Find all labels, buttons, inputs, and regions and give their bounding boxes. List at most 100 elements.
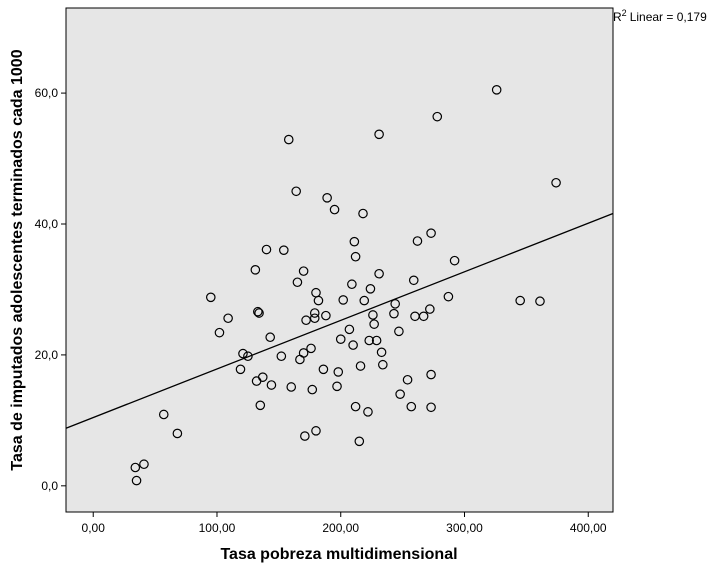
data-point [365, 283, 376, 294]
data-point [418, 311, 429, 322]
data-point [426, 228, 436, 238]
data-point [394, 326, 404, 337]
data-point [283, 134, 294, 145]
data-point [300, 431, 310, 441]
data-point [390, 299, 400, 309]
data-point [205, 292, 216, 303]
data-point [535, 296, 545, 307]
data-point [321, 310, 331, 321]
data-point [363, 407, 373, 417]
data-point [350, 251, 361, 262]
data-point [158, 409, 169, 420]
data-point [332, 381, 342, 392]
data-point [515, 295, 525, 306]
y-tick-label: 0,0 [41, 479, 58, 493]
data-point [406, 401, 417, 412]
data-point [425, 304, 435, 314]
data-point [265, 332, 275, 343]
y-axis-title: Tasa de imputados adolescentes terminado… [9, 49, 26, 470]
x-tick-label: 200,00 [322, 521, 359, 535]
data-point [255, 400, 266, 411]
data-point [291, 186, 301, 197]
fit-line [65, 212, 614, 429]
data-point [402, 374, 413, 385]
data-point [443, 291, 454, 302]
data-point [322, 193, 332, 203]
data-point [298, 348, 309, 358]
data-point [172, 428, 183, 439]
data-point [276, 351, 287, 362]
data-point [309, 308, 320, 318]
data-point [329, 204, 340, 215]
data-point [389, 308, 399, 319]
data-point [313, 295, 324, 306]
data-point [139, 459, 149, 470]
data-point [250, 265, 261, 275]
r2-label: R2 Linear = 0,179 [613, 8, 707, 24]
data-point [306, 343, 316, 354]
data-point [318, 364, 329, 375]
x-tick-label: 300,00 [446, 521, 483, 535]
data-point [235, 364, 246, 375]
data-point [286, 382, 297, 392]
data-point [309, 313, 320, 324]
data-point [432, 111, 443, 122]
data-point [243, 351, 253, 362]
data-point [449, 255, 460, 266]
data-point [130, 462, 141, 473]
data-point [335, 334, 346, 344]
data-point [371, 335, 382, 346]
data-point [358, 208, 368, 219]
data-point [257, 372, 268, 382]
x-tick-label: 0,00 [82, 521, 106, 535]
data-point [261, 244, 272, 255]
y-tick-label: 60,0 [35, 86, 59, 100]
data-point [292, 277, 303, 288]
data-point [350, 401, 361, 412]
data-point [374, 129, 384, 140]
data-point [254, 308, 264, 318]
data-point [344, 324, 355, 335]
data-point [426, 369, 436, 380]
data-point [369, 319, 379, 329]
data-point [368, 310, 378, 320]
plot-area [65, 7, 614, 513]
data-point [491, 85, 502, 95]
x-tick-label: 100,00 [199, 521, 236, 535]
data-point [364, 335, 375, 346]
data-point [238, 348, 248, 359]
x-axis-title: Tasa pobreza multidimensional [220, 546, 457, 563]
data-point [376, 347, 387, 358]
data-point [298, 266, 309, 276]
data-point [253, 306, 263, 317]
y-tick-label: 20,0 [35, 348, 59, 362]
data-point [347, 279, 357, 290]
data-point [354, 436, 365, 447]
x-tick-label: 400,00 [570, 521, 607, 535]
y-axis: 0,0 20,0 40,0 60,0 [35, 86, 66, 493]
data-point [412, 236, 423, 246]
data-point [131, 475, 142, 486]
data-point [374, 268, 384, 279]
data-point [426, 402, 436, 413]
data-point [378, 359, 388, 370]
data-point [307, 384, 318, 395]
data-point [355, 361, 366, 371]
data-point [349, 236, 360, 247]
data-point [395, 389, 405, 399]
data-point [338, 295, 349, 305]
y-tick-label: 40,0 [35, 217, 59, 231]
data-point [214, 327, 225, 338]
data-point [301, 315, 311, 326]
data-points [130, 85, 561, 486]
data-point [311, 426, 321, 436]
data-point [408, 275, 419, 286]
x-axis: 0,00 100,00 200,00 300,00 400,00 [82, 512, 607, 535]
data-point [348, 340, 358, 350]
data-point [266, 380, 277, 390]
data-point [551, 177, 561, 188]
data-point [279, 245, 289, 255]
data-point [359, 295, 370, 306]
data-point [333, 367, 344, 377]
